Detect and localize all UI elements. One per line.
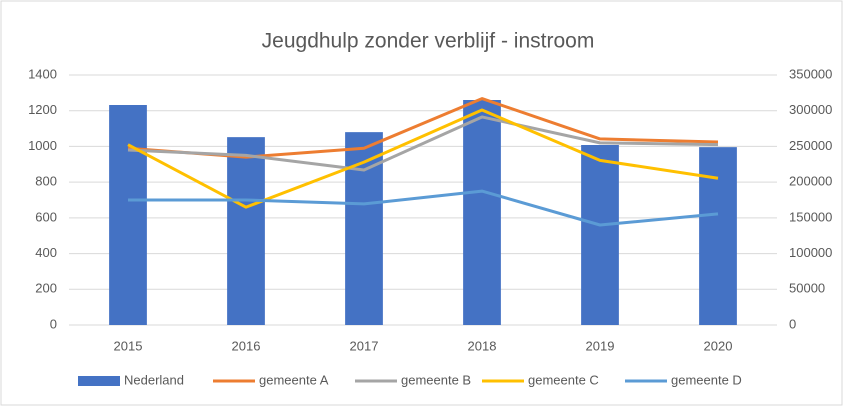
legend-label: gemeente C	[528, 372, 599, 387]
y2-tick-label: 350000	[789, 66, 832, 81]
y-tick-label: 800	[35, 174, 57, 189]
legend-label: gemeente B	[401, 372, 471, 387]
x-tick-label: 2018	[468, 338, 497, 353]
y2-tick-label: 150000	[789, 209, 832, 224]
line-series	[127, 115, 719, 172]
x-tick-label: 2017	[350, 338, 379, 353]
chart-title: Jeugdhulp zonder verblijf - instroom	[262, 30, 595, 53]
x-tick-label: 2020	[704, 338, 733, 353]
y-tick-label: 1400	[28, 66, 57, 81]
legend-label: Nederland	[124, 372, 184, 387]
bar	[463, 100, 501, 325]
bar	[581, 145, 619, 325]
y-tick-label: 200	[35, 281, 57, 296]
y-tick-label: 1000	[28, 138, 57, 153]
y2-tick-label: 200000	[789, 174, 832, 189]
y-tick-label: 400	[35, 245, 57, 260]
y2-tick-label: 250000	[789, 138, 832, 153]
bar	[699, 147, 737, 325]
y2-tick-label: 100000	[789, 245, 832, 260]
x-tick-label: 2016	[232, 338, 261, 353]
line-series	[128, 189, 719, 227]
legend-label: gemeente A	[259, 372, 329, 387]
y-tick-label: 600	[35, 209, 57, 224]
bar	[227, 137, 265, 325]
y2-tick-label: 50000	[789, 281, 825, 296]
y-tick-label: 1200	[28, 102, 57, 117]
y2-tick-label: 0	[789, 316, 796, 331]
legend-label: gemeente D	[671, 372, 742, 387]
y-tick-label: 0	[50, 316, 57, 331]
x-tick-label: 2015	[114, 338, 143, 353]
y2-tick-label: 300000	[789, 102, 832, 117]
x-tick-label: 2019	[586, 338, 615, 353]
line-series	[127, 108, 719, 209]
legend-swatch	[78, 376, 120, 386]
bar	[109, 105, 147, 325]
